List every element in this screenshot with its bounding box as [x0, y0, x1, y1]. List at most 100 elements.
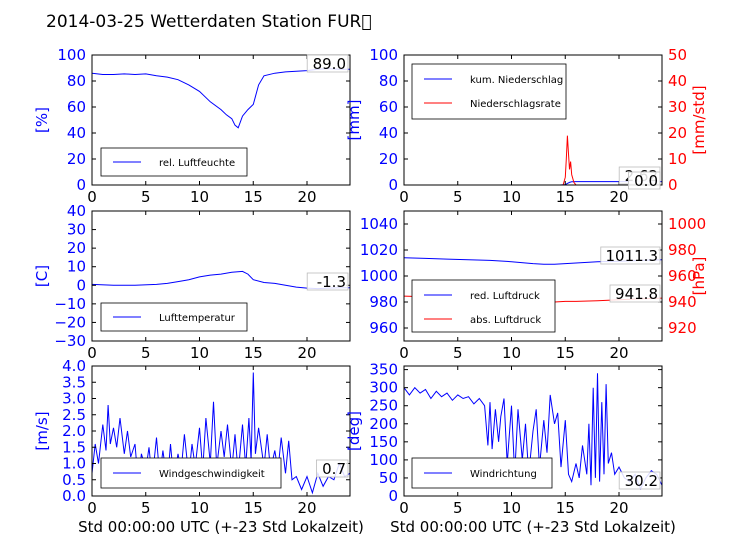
x-tick-label: 0 — [87, 499, 97, 517]
legend: red. Luftdruck abs. Luftdruck — [411, 279, 556, 333]
y2-tick-label: 10 — [668, 150, 687, 168]
legend-label: Windgeschwindigkeit — [159, 469, 265, 480]
x-tick-label: 20 — [297, 188, 316, 206]
y-tick-label: 100 — [57, 46, 86, 64]
y-tick-label: 0 — [76, 176, 86, 194]
y-tick-label: 3.5 — [62, 373, 86, 391]
x-tick-label: 5 — [453, 344, 463, 362]
y2-axis-label: [hPa] — [690, 257, 708, 296]
value-annotation: -1.3 — [317, 273, 346, 291]
value-annotation-box — [618, 471, 661, 490]
y2-tick-label: 30 — [668, 98, 687, 116]
x-tick-label: 0 — [399, 344, 409, 362]
x-tick-label: 0 — [87, 344, 97, 362]
y-axis-label: [%] — [33, 107, 51, 133]
legend: rel. Luftfeuchte — [100, 147, 248, 177]
value-annotation-box — [609, 284, 661, 303]
y-tick-label: 300 — [369, 379, 398, 397]
figure-title: 2014-03-25 Wetterdaten Station FUR  — [46, 12, 372, 32]
y-tick-label: 80 — [67, 72, 86, 90]
plot-frame — [403, 54, 663, 186]
y-tick-label: 0.5 — [62, 471, 86, 489]
y-axis-label: [C] — [33, 265, 51, 287]
y2-tick-label: 20 — [668, 124, 687, 142]
chart-humidity: 0 5 10 15 20 0 20 40 60 80 100 [%] rel. Luftfeuchte 8… — [33, 46, 351, 206]
x-tick-label: 15 — [556, 188, 575, 206]
y2-axis-label: [mm/std] — [690, 85, 708, 154]
y-tick-label: 3.0 — [62, 390, 86, 408]
x-tick-label: 0 — [399, 499, 409, 517]
legend: kum. Niederschlag Niederschlagsrate — [411, 63, 567, 120]
y-tick-label: 20 — [67, 239, 86, 257]
y-tick-label: 1020 — [360, 241, 398, 259]
y-tick-label: 1000 — [360, 267, 398, 285]
value-annotation: 30.2 — [625, 472, 658, 490]
series-line-humidity-0 — [92, 68, 350, 129]
value-annotation: 89.0 — [313, 55, 346, 73]
x-tick-label: 15 — [556, 499, 575, 517]
x-tick-label: 0 — [87, 188, 97, 206]
y-tick-label: 1040 — [360, 215, 398, 233]
x-tick-label: 10 — [502, 188, 521, 206]
y-tick-label: 980 — [369, 293, 398, 311]
x-tick-label: 15 — [244, 344, 263, 362]
value-annotation: 0.7 — [322, 460, 346, 478]
chart-precip: 0 5 10 15 20 0 20 40 60 80 100 0 10 20 30 40 50 [mm] [mm/s… — [345, 46, 708, 206]
value-annotation-box — [306, 54, 349, 73]
y-tick-label: −30 — [54, 332, 86, 350]
y-tick-label: 0 — [388, 176, 398, 194]
y-tick-label: 40 — [67, 124, 86, 142]
value-annotation-box — [315, 459, 349, 478]
x-tick-label: 5 — [141, 499, 151, 517]
x-tick-label: 20 — [609, 499, 628, 517]
legend-box — [411, 63, 567, 120]
y-tick-label: 80 — [379, 72, 398, 90]
y-tick-label: 0 — [76, 276, 86, 294]
y-tick-label: 20 — [379, 150, 398, 168]
legend-box — [411, 279, 556, 333]
value-annotation-box — [306, 272, 349, 291]
legend: Lufttemperatur — [100, 302, 248, 332]
chart-wind-speed: 0 5 10 15 20 0.00.51.01.52.02.53.03.54.0 [m/s]… — [33, 357, 364, 536]
y-tick-label: 30 — [67, 221, 86, 239]
legend-label: abs. Luftdruck — [470, 315, 541, 326]
y-tick-label: 0 — [388, 487, 398, 505]
x-tick-label: 20 — [297, 344, 316, 362]
value-annotation: 0.0 — [634, 172, 658, 190]
value-annotation-box — [600, 246, 661, 265]
y2-tick-label: 0 — [668, 176, 678, 194]
x-axis-label: Std 00:00:00 UTC (+-23 Std Lokalzeit) — [78, 518, 364, 536]
plot-frame — [91, 210, 351, 342]
y-axis-label: [deg] — [345, 411, 363, 451]
y-tick-label: −10 — [54, 295, 86, 313]
x-axis-label: Std 00:00:00 UTC (+-23 Std Lokalzeit) — [390, 518, 676, 536]
y-axis-label: [mm] — [345, 100, 363, 141]
y-tick-label: 2.5 — [62, 406, 86, 424]
x-tick-label: 10 — [190, 344, 209, 362]
plot-frame — [91, 54, 351, 186]
y-tick-label: 1.0 — [62, 455, 86, 473]
legend-label: red. Luftdruck — [470, 291, 540, 302]
x-tick-label: 5 — [453, 188, 463, 206]
y-tick-label: 60 — [379, 98, 398, 116]
y-tick-label: 40 — [379, 124, 398, 142]
y-tick-label: 100 — [369, 451, 398, 469]
y-tick-label: 60 — [67, 98, 86, 116]
series-line-precip-1 — [404, 135, 662, 185]
series-line-wind-speed-0 — [92, 372, 350, 495]
y2-tick-label: 960 — [668, 267, 697, 285]
x-tick-label: 0 — [399, 188, 409, 206]
y-tick-label: 10 — [67, 258, 86, 276]
y-tick-label: 150 — [369, 433, 398, 451]
value-annotation: 1011.3 — [606, 247, 659, 265]
x-tick-label: 20 — [609, 188, 628, 206]
series-line-wind-direction-0 — [404, 373, 662, 491]
x-tick-label: 10 — [190, 499, 209, 517]
x-tick-label: 15 — [244, 188, 263, 206]
y-tick-label: −20 — [54, 313, 86, 331]
legend-label: Lufttemperatur — [159, 313, 236, 324]
chart-pressure: 0 5 10 15 20 960 980 1000 1020 1040 920 940 960 980 10… — [360, 210, 708, 362]
